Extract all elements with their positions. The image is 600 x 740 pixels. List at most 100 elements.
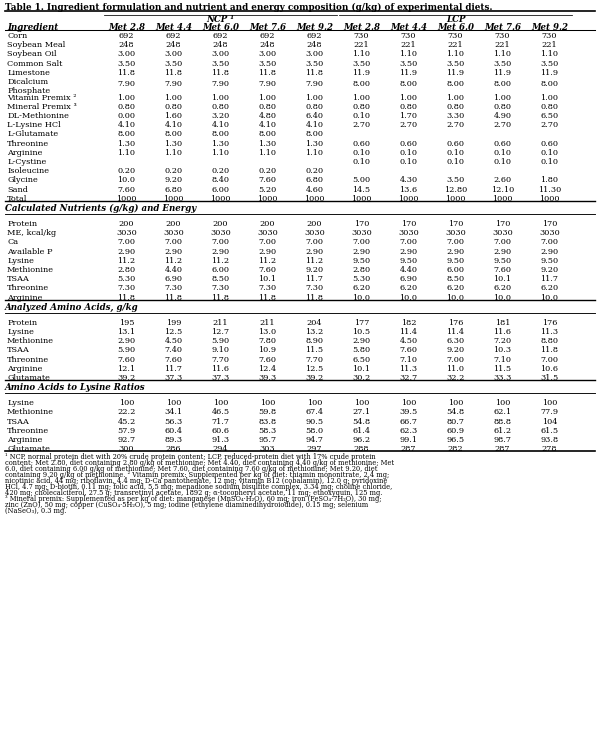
Text: Total: Total <box>7 195 28 203</box>
Text: 3.00: 3.00 <box>259 50 277 58</box>
Text: 96.5: 96.5 <box>446 436 464 444</box>
Text: LCP: LCP <box>446 15 465 24</box>
Text: 8.00: 8.00 <box>493 80 511 88</box>
Text: 6.80: 6.80 <box>164 186 182 193</box>
Text: 7.00: 7.00 <box>493 238 511 246</box>
Text: 3.50: 3.50 <box>259 60 277 67</box>
Text: 3.50: 3.50 <box>211 60 230 67</box>
Text: 6.20: 6.20 <box>352 284 371 292</box>
Text: 7.00: 7.00 <box>212 238 229 246</box>
Text: 7.00: 7.00 <box>541 238 559 246</box>
Text: 3.50: 3.50 <box>400 60 418 67</box>
Text: 3.20: 3.20 <box>211 112 230 120</box>
Text: 200: 200 <box>166 220 181 228</box>
Text: 7.90: 7.90 <box>305 80 323 88</box>
Text: 3030: 3030 <box>304 229 325 237</box>
Text: 6.20: 6.20 <box>541 284 559 292</box>
Text: 204: 204 <box>307 319 322 326</box>
Text: 8.50: 8.50 <box>446 275 464 283</box>
Text: 67.4: 67.4 <box>305 408 323 417</box>
Text: 11.4: 11.4 <box>400 328 418 336</box>
Text: Glycine: Glycine <box>7 176 38 184</box>
Text: 8.00: 8.00 <box>118 130 136 138</box>
Text: 100: 100 <box>213 399 228 407</box>
Text: TSAA: TSAA <box>7 346 30 354</box>
Text: 13.0: 13.0 <box>259 328 277 336</box>
Text: 7.00: 7.00 <box>400 238 418 246</box>
Text: 9.50: 9.50 <box>541 257 559 265</box>
Text: 1000: 1000 <box>163 195 184 203</box>
Text: 9.20: 9.20 <box>305 266 323 274</box>
Text: Mineral Premix ³: Mineral Premix ³ <box>7 103 77 111</box>
Text: 692: 692 <box>213 32 228 40</box>
Text: 5.90: 5.90 <box>211 337 230 345</box>
Text: 6.00: 6.00 <box>212 186 229 193</box>
Text: 7.30: 7.30 <box>305 284 323 292</box>
Text: 221: 221 <box>542 41 557 49</box>
Text: 12.5: 12.5 <box>164 328 182 336</box>
Text: 2.90: 2.90 <box>446 247 464 255</box>
Text: 7.00: 7.00 <box>353 238 371 246</box>
Text: 287: 287 <box>495 445 510 453</box>
Text: 6.50: 6.50 <box>352 355 371 363</box>
Text: 3.50: 3.50 <box>305 60 323 67</box>
Text: 1000: 1000 <box>116 195 137 203</box>
Text: 170: 170 <box>542 220 557 228</box>
Text: 7.60: 7.60 <box>493 266 511 274</box>
Text: 11.8: 11.8 <box>118 294 136 301</box>
Text: TSAA: TSAA <box>7 275 30 283</box>
Text: 13.2: 13.2 <box>305 328 323 336</box>
Text: 1.10: 1.10 <box>493 50 511 58</box>
Text: 4.80: 4.80 <box>259 112 277 120</box>
Text: 32.2: 32.2 <box>446 374 464 382</box>
Text: 7.90: 7.90 <box>259 80 277 88</box>
Text: 60.9: 60.9 <box>446 427 464 434</box>
Text: 3.50: 3.50 <box>541 60 559 67</box>
Text: Met 4.4: Met 4.4 <box>390 22 427 32</box>
Text: ³ Mineral premix: Supplemented as per kg of diet: manganese (MnSO₄·H₂O), 60 mg; : ³ Mineral premix: Supplemented as per kg… <box>5 495 382 503</box>
Text: 104: 104 <box>542 417 557 425</box>
Text: 0.10: 0.10 <box>493 149 511 157</box>
Text: 0.80: 0.80 <box>212 103 229 111</box>
Text: 0.00: 0.00 <box>118 112 136 120</box>
Text: 9.20: 9.20 <box>446 346 464 354</box>
Text: 1.10: 1.10 <box>353 50 371 58</box>
Text: 0.60: 0.60 <box>400 140 418 147</box>
Text: 3030: 3030 <box>539 229 560 237</box>
Text: 6.90: 6.90 <box>400 275 418 283</box>
Text: HCl, 4.7 mg; D-biotin, 0.11 mg; folic acid, 5.5 mg; menadione sodium bisulfite c: HCl, 4.7 mg; D-biotin, 0.11 mg; folic ac… <box>5 483 392 491</box>
Text: 1000: 1000 <box>398 195 419 203</box>
Text: 3.50: 3.50 <box>493 60 512 67</box>
Text: 6.20: 6.20 <box>493 284 512 292</box>
Text: 1000: 1000 <box>304 195 325 203</box>
Text: 61.5: 61.5 <box>541 427 559 434</box>
Text: 7.00: 7.00 <box>446 355 464 363</box>
Text: 3.30: 3.30 <box>446 112 464 120</box>
Text: 3.00: 3.00 <box>211 50 230 58</box>
Text: 7.60: 7.60 <box>259 176 277 184</box>
Text: 11.8: 11.8 <box>212 294 229 301</box>
Text: Corn: Corn <box>7 32 27 40</box>
Text: 7.60: 7.60 <box>164 355 182 363</box>
Text: 11.8: 11.8 <box>259 69 277 77</box>
Text: 0.60: 0.60 <box>353 140 371 147</box>
Text: 0.80: 0.80 <box>305 103 323 111</box>
Text: Isoleucine: Isoleucine <box>7 167 49 175</box>
Text: 11.9: 11.9 <box>446 69 464 77</box>
Text: 13.6: 13.6 <box>400 186 418 193</box>
Text: 2.90: 2.90 <box>400 247 418 255</box>
Text: 8.80: 8.80 <box>541 337 559 345</box>
Text: 1.30: 1.30 <box>118 140 136 147</box>
Text: 3030: 3030 <box>116 229 137 237</box>
Text: Amino Acids to Lysine Ratios: Amino Acids to Lysine Ratios <box>5 383 146 392</box>
Text: 59.8: 59.8 <box>259 408 277 417</box>
Text: 100: 100 <box>119 399 134 407</box>
Text: 11.8: 11.8 <box>164 69 182 77</box>
Text: 170: 170 <box>495 220 510 228</box>
Text: 211: 211 <box>213 319 228 326</box>
Text: Lysine: Lysine <box>7 328 34 336</box>
Text: 71.7: 71.7 <box>212 417 229 425</box>
Text: 2.90: 2.90 <box>541 247 559 255</box>
Text: 88.8: 88.8 <box>493 417 511 425</box>
Text: 1.30: 1.30 <box>164 140 182 147</box>
